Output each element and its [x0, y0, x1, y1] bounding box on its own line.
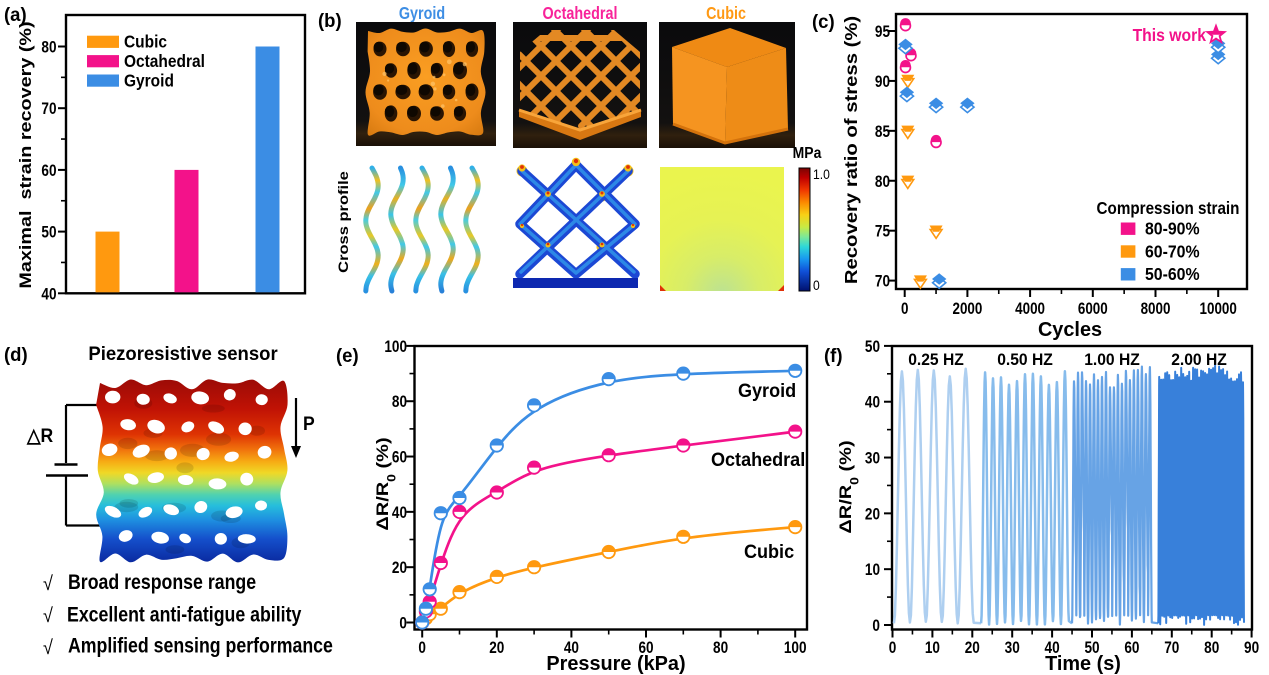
- svg-text:40: 40: [865, 393, 880, 412]
- svg-text:0: 0: [399, 614, 407, 633]
- svg-text:1.0: 1.0: [813, 166, 830, 182]
- svg-text:80: 80: [875, 172, 890, 191]
- svg-text:Maximal strain recovery (%): Maximal strain recovery (%): [15, 21, 34, 288]
- svg-text:(a): (a): [4, 5, 27, 27]
- svg-text:△R: △R: [26, 424, 54, 446]
- svg-text:90: 90: [875, 73, 890, 92]
- svg-text:8000: 8000: [1141, 300, 1171, 319]
- svg-text:(e): (e): [336, 346, 359, 368]
- svg-text:Excellent anti-fatigue ability: Excellent anti-fatigue ability: [67, 603, 301, 627]
- svg-text:√: √: [43, 637, 53, 659]
- svg-text:95: 95: [875, 23, 891, 42]
- svg-text:80: 80: [392, 393, 407, 412]
- svg-text:90: 90: [1244, 639, 1259, 658]
- svg-text:10: 10: [925, 639, 940, 658]
- svg-text:Cycles: Cycles: [1038, 319, 1102, 341]
- svg-text:0: 0: [418, 639, 426, 658]
- svg-text:60: 60: [638, 639, 653, 658]
- svg-text:MPa: MPa: [793, 145, 822, 162]
- svg-text:80-90%: 80-90%: [1145, 219, 1200, 239]
- svg-text:Amplified sensing performance: Amplified sensing performance: [68, 634, 333, 658]
- svg-text:Piezoresistive sensor: Piezoresistive sensor: [88, 343, 278, 364]
- svg-text:0.50 HZ: 0.50 HZ: [997, 350, 1053, 369]
- svg-text:10: 10: [865, 561, 880, 580]
- svg-text:(f): (f): [824, 346, 842, 368]
- svg-text:10000: 10000: [1200, 300, 1237, 319]
- svg-text:(d): (d): [4, 345, 28, 367]
- svg-text:40: 40: [1045, 639, 1060, 658]
- svg-text:20: 20: [392, 559, 407, 578]
- svg-text:Cross profile: Cross profile: [336, 171, 352, 273]
- svg-text:60: 60: [41, 162, 56, 181]
- svg-text:40: 40: [564, 639, 579, 658]
- svg-text:50: 50: [865, 338, 880, 357]
- svg-text:Gyroid: Gyroid: [124, 72, 174, 91]
- svg-text:0: 0: [813, 277, 820, 293]
- svg-text:6000: 6000: [1078, 300, 1108, 319]
- svg-text:1.00 HZ: 1.00 HZ: [1084, 350, 1140, 369]
- svg-text:60: 60: [1124, 639, 1139, 658]
- svg-text:40: 40: [41, 285, 56, 304]
- svg-text:80: 80: [41, 38, 56, 57]
- svg-text:70: 70: [1164, 639, 1179, 658]
- svg-text:√: √: [43, 573, 53, 595]
- svg-text:0: 0: [872, 617, 880, 636]
- svg-text:√: √: [43, 605, 53, 627]
- svg-text:Broad response range: Broad response range: [68, 570, 256, 594]
- svg-text:100: 100: [384, 338, 407, 357]
- svg-text:60-70%: 60-70%: [1145, 241, 1200, 261]
- svg-text:75: 75: [875, 222, 891, 241]
- svg-text:Compression strain: Compression strain: [1097, 199, 1240, 218]
- svg-text:2000: 2000: [952, 300, 982, 319]
- svg-text:50: 50: [41, 223, 56, 242]
- svg-text:70: 70: [41, 100, 56, 119]
- svg-text:100: 100: [784, 639, 807, 658]
- svg-text:Gyroid: Gyroid: [738, 380, 796, 402]
- svg-text:20: 20: [865, 505, 880, 524]
- svg-text:0: 0: [889, 639, 897, 658]
- svg-text:(b): (b): [318, 11, 342, 33]
- svg-text:This work: This work: [1133, 25, 1207, 45]
- svg-text:20: 20: [965, 639, 980, 658]
- svg-text:Gyroid: Gyroid: [399, 5, 445, 24]
- svg-text:70: 70: [875, 272, 890, 291]
- svg-text:0.25 HZ: 0.25 HZ: [908, 350, 964, 369]
- svg-text:Cubic: Cubic: [124, 33, 167, 52]
- svg-text:2.00 HZ: 2.00 HZ: [1171, 350, 1227, 369]
- svg-text:40: 40: [392, 504, 407, 523]
- svg-text:30: 30: [865, 449, 880, 468]
- svg-text:85: 85: [875, 122, 891, 141]
- svg-text:(c): (c): [812, 12, 835, 34]
- svg-text:Cubic: Cubic: [744, 541, 794, 563]
- svg-text:0: 0: [901, 300, 908, 319]
- svg-text:Octahedral: Octahedral: [124, 52, 205, 71]
- svg-text:50: 50: [1084, 639, 1099, 658]
- svg-text:P: P: [303, 412, 315, 434]
- svg-text:Pressure (kPa): Pressure (kPa): [546, 653, 685, 675]
- svg-text:4000: 4000: [1015, 300, 1045, 319]
- svg-text:60: 60: [392, 448, 407, 467]
- svg-text:Octahedral: Octahedral: [543, 5, 618, 24]
- svg-text:Octahedral: Octahedral: [711, 449, 805, 471]
- svg-text:Time (s): Time (s): [1045, 653, 1121, 675]
- svg-text:Cubic: Cubic: [706, 5, 746, 24]
- svg-text:20: 20: [489, 639, 504, 658]
- svg-text:Recovery ratio of stress (%): Recovery ratio of stress (%): [841, 16, 860, 284]
- svg-text:30: 30: [1005, 639, 1020, 658]
- svg-text:80: 80: [713, 639, 728, 658]
- svg-text:80: 80: [1204, 639, 1219, 658]
- svg-text:50-60%: 50-60%: [1145, 264, 1200, 284]
